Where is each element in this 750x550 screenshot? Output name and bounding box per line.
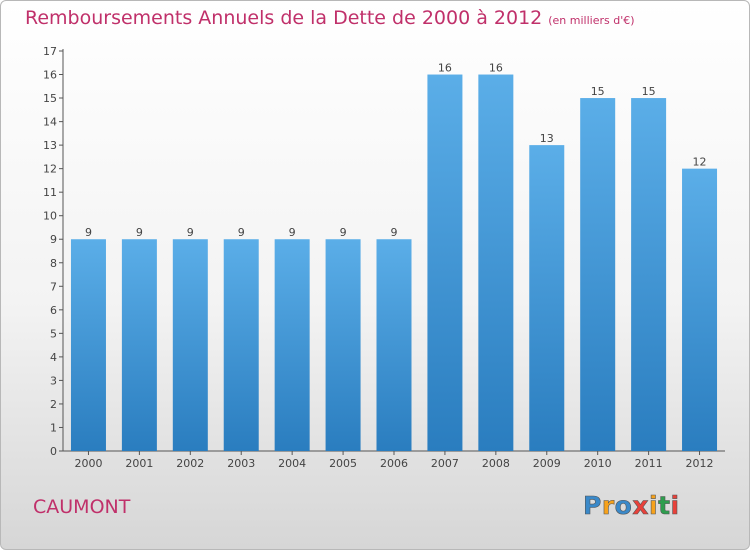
bar bbox=[529, 145, 565, 451]
x-tick-label: 2009 bbox=[533, 457, 561, 470]
y-tick-label: 3 bbox=[50, 374, 57, 387]
x-tick-label: 2010 bbox=[584, 457, 612, 470]
y-tick-label: 4 bbox=[50, 351, 57, 364]
logo-letter: i bbox=[649, 491, 659, 521]
bar-value-label: 9 bbox=[187, 226, 194, 239]
y-tick-label: 17 bbox=[43, 45, 57, 58]
x-tick-label: 2006 bbox=[380, 457, 408, 470]
x-tick-label: 2012 bbox=[686, 457, 714, 470]
x-tick-label: 2000 bbox=[74, 457, 102, 470]
bar-value-label: 9 bbox=[136, 226, 143, 239]
y-tick-label: 6 bbox=[50, 304, 57, 317]
x-tick-label: 2011 bbox=[635, 457, 663, 470]
bar bbox=[478, 74, 514, 451]
commune-name: CAUMONT bbox=[33, 496, 131, 518]
x-tick-label: 2004 bbox=[278, 457, 306, 470]
bar-value-label: 15 bbox=[591, 85, 605, 98]
y-tick-label: 11 bbox=[43, 186, 57, 199]
bar-value-label: 9 bbox=[289, 226, 296, 239]
bar bbox=[682, 168, 718, 451]
y-tick-label: 14 bbox=[43, 116, 57, 129]
bar-value-label: 12 bbox=[693, 156, 707, 169]
logo-letter: o bbox=[614, 491, 633, 521]
x-tick-label: 2002 bbox=[176, 457, 204, 470]
bar-value-label: 16 bbox=[489, 62, 503, 75]
y-tick-label: 16 bbox=[43, 69, 57, 82]
bar bbox=[427, 74, 463, 451]
y-tick-label: 0 bbox=[50, 445, 57, 458]
y-tick-label: 15 bbox=[43, 92, 57, 105]
x-tick-label: 2008 bbox=[482, 457, 510, 470]
logo-letter: r bbox=[601, 491, 615, 521]
bar bbox=[580, 98, 616, 451]
logo-letter: i bbox=[670, 491, 680, 521]
y-tick-label: 10 bbox=[43, 210, 57, 223]
y-tick-label: 2 bbox=[50, 398, 57, 411]
bar-value-label: 9 bbox=[85, 226, 92, 239]
x-tick-label: 2001 bbox=[125, 457, 153, 470]
bar bbox=[631, 98, 667, 451]
bar bbox=[223, 239, 259, 451]
y-tick-label: 13 bbox=[43, 139, 57, 152]
logo-letter: x bbox=[632, 491, 649, 521]
y-tick-label: 1 bbox=[50, 421, 57, 434]
chart-title-text: Remboursements Annuels de la Dette de 20… bbox=[25, 7, 543, 29]
bar-value-label: 13 bbox=[540, 132, 554, 145]
bar-value-label: 9 bbox=[238, 226, 245, 239]
bar bbox=[121, 239, 157, 451]
y-tick-label: 7 bbox=[50, 280, 57, 293]
bar bbox=[70, 239, 106, 451]
bar bbox=[325, 239, 361, 451]
x-tick-label: 2003 bbox=[227, 457, 255, 470]
proxiti-logo: Proxiti bbox=[583, 491, 680, 521]
y-tick-label: 12 bbox=[43, 163, 57, 176]
bar bbox=[172, 239, 208, 451]
chart-title: Remboursements Annuels de la Dette de 20… bbox=[25, 7, 635, 29]
y-tick-label: 9 bbox=[50, 233, 57, 246]
logo-letter: P bbox=[583, 491, 602, 521]
x-tick-label: 2007 bbox=[431, 457, 459, 470]
bar-value-label: 15 bbox=[642, 85, 656, 98]
bar-value-label: 9 bbox=[340, 226, 347, 239]
bar-value-label: 16 bbox=[438, 62, 452, 75]
y-tick-label: 8 bbox=[50, 257, 57, 270]
logo-letter: t bbox=[658, 491, 671, 521]
bar bbox=[376, 239, 412, 451]
bar bbox=[274, 239, 310, 451]
x-tick-label: 2005 bbox=[329, 457, 357, 470]
bar-value-label: 9 bbox=[391, 226, 398, 239]
y-tick-label: 5 bbox=[50, 327, 57, 340]
chart-unit-label: (en milliers d'€) bbox=[548, 14, 635, 27]
